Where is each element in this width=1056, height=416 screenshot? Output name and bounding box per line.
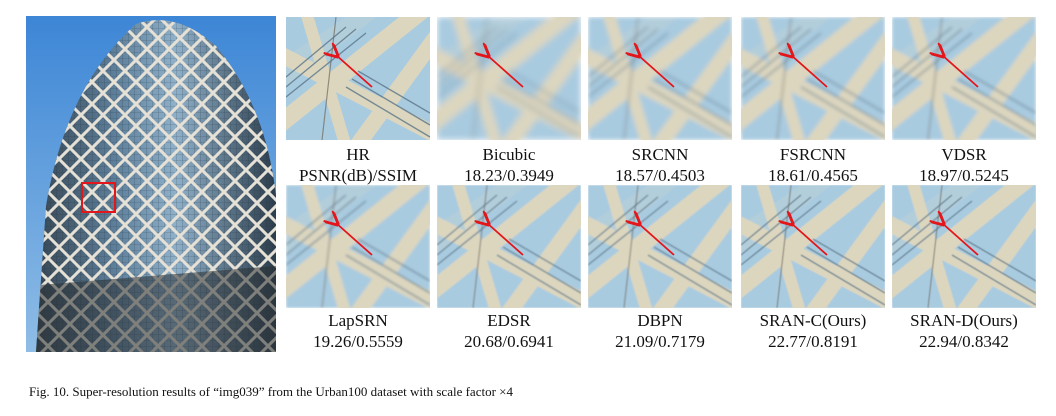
patch-caption: HR PSNR(dB)/SSIM: [283, 144, 433, 186]
patch-caption: VDSR 18.97/0.5245: [889, 144, 1039, 186]
zoom-region-box: [81, 182, 116, 213]
method-name: FSRCNN: [779, 145, 847, 164]
method-name: EDSR: [487, 311, 531, 330]
main-building-image: [26, 16, 276, 352]
patch-sran-c-ours-: [741, 185, 885, 308]
method-metric: 19.26/0.5559: [313, 332, 403, 351]
method-name: SRCNN: [631, 145, 689, 164]
patch-lapsrn: [286, 185, 430, 308]
patch-caption: SRCNN 18.57/0.4503: [585, 144, 735, 186]
patch-bicubic: [437, 17, 581, 140]
method-metric: 22.94/0.8342: [919, 332, 1009, 351]
patch-fsrcnn: [741, 17, 885, 140]
method-metric: 18.23/0.3949: [464, 166, 554, 185]
patch-dbpn: [588, 185, 732, 308]
method-name: SRAN-C(Ours): [759, 311, 867, 330]
method-name: DBPN: [637, 311, 683, 330]
patch-sran-d-ours-: [892, 185, 1036, 308]
method-metric: 18.57/0.4503: [615, 166, 705, 185]
method-name: SRAN-D(Ours): [910, 311, 1018, 330]
patch-hr: [286, 17, 430, 140]
method-metric: 22.77/0.8191: [768, 332, 858, 351]
figure-caption: Fig. 10. Super-resolution results of “im…: [29, 384, 513, 399]
patch-caption: SRAN-D(Ours) 22.94/0.8342: [889, 310, 1039, 352]
method-metric: 21.09/0.7179: [615, 332, 705, 351]
patch-caption: FSRCNN 18.61/0.4565: [738, 144, 888, 186]
method-name: Bicubic: [482, 145, 536, 164]
method-metric: 18.97/0.5245: [919, 166, 1009, 185]
patch-caption: EDSR 20.68/0.6941: [434, 310, 584, 352]
method-name: VDSR: [941, 145, 987, 164]
patch-caption: Bicubic 18.23/0.3949: [434, 144, 584, 186]
patch-vdsr: [892, 17, 1036, 140]
patch-caption: SRAN-C(Ours) 22.77/0.8191: [738, 310, 888, 352]
method-metric: 18.61/0.4565: [768, 166, 858, 185]
patch-srcnn: [588, 17, 732, 140]
patch-edsr: [437, 185, 581, 308]
patch-caption: LapSRN 19.26/0.5559: [283, 310, 433, 352]
method-name: HR: [346, 145, 370, 164]
method-name: LapSRN: [328, 311, 388, 330]
method-metric: PSNR(dB)/SSIM: [298, 166, 418, 185]
patch-caption: DBPN 21.09/0.7179: [585, 310, 735, 352]
method-metric: 20.68/0.6941: [464, 332, 554, 351]
